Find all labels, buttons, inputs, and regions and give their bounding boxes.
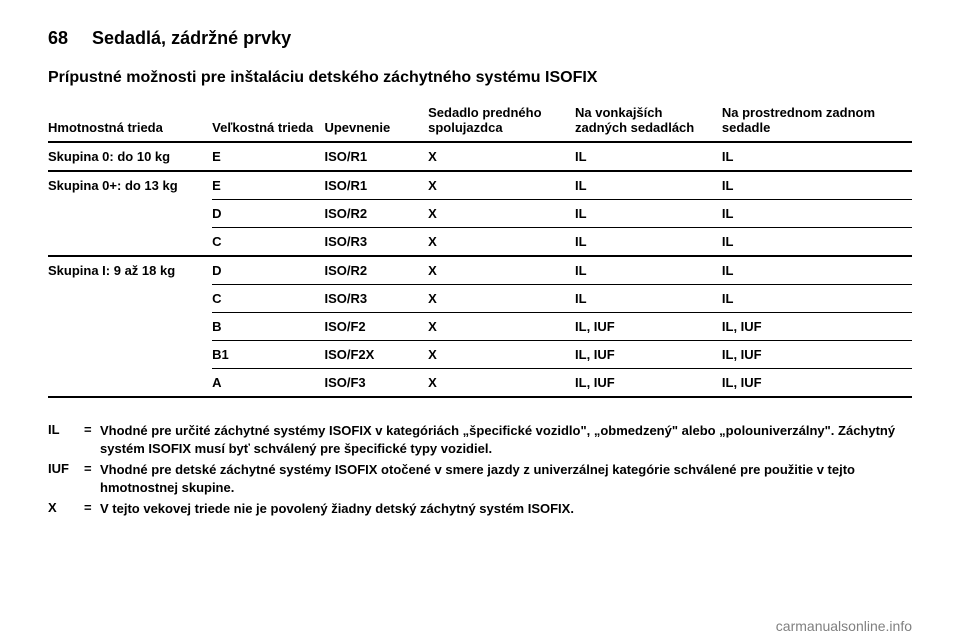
cell-weight: Skupina 0+: do 13 kg [48,171,212,256]
legend: IL=Vhodné pre určité záchytné systémy IS… [48,422,912,518]
col-header: Veľkostná trieda [212,99,324,142]
cell-fix: ISO/F2 [324,313,428,341]
cell-outer: IL, IUF [575,341,722,369]
cell-size: C [212,228,324,257]
legend-key: IL [48,422,84,457]
cell-weight: Skupina I: 9 až 18 kg [48,256,212,397]
col-header: Na prostrednom zadnom sedadle [722,99,912,142]
col-header: Na vonkajších zadných sedadlách [575,99,722,142]
cell-center: IL [722,142,912,171]
cell-fix: ISO/R3 [324,285,428,313]
cell-center: IL [722,228,912,257]
legend-row: IUF=Vhodné pre detské záchytné systémy I… [48,461,912,496]
cell-pass: X [428,256,575,285]
page-number: 68 [48,28,68,49]
table-row: Skupina I: 9 až 18 kgDISO/R2XILIL [48,256,912,285]
cell-outer: IL [575,285,722,313]
cell-center: IL [722,256,912,285]
table-row: Skupina 0: do 10 kgEISO/R1XILIL [48,142,912,171]
table-row: Skupina 0+: do 13 kgEISO/R1XILIL [48,171,912,200]
legend-text: Vhodné pre detské záchytné systémy ISOFI… [100,461,912,496]
cell-outer: IL [575,200,722,228]
cell-center: IL, IUF [722,313,912,341]
cell-outer: IL, IUF [575,369,722,398]
cell-pass: X [428,228,575,257]
legend-equals: = [84,500,100,518]
watermark: carmanualsonline.info [776,618,912,634]
cell-outer: IL [575,142,722,171]
col-header: Sedadlo predného spolujazdca [428,99,575,142]
legend-row: X=V tejto vekovej triede nie je povolený… [48,500,912,518]
section-title: Prípustné možnosti pre inštaláciu detské… [48,69,912,87]
cell-pass: X [428,142,575,171]
cell-outer: IL [575,171,722,200]
legend-equals: = [84,461,100,496]
cell-fix: ISO/F3 [324,369,428,398]
cell-pass: X [428,285,575,313]
cell-center: IL [722,200,912,228]
cell-center: IL, IUF [722,369,912,398]
cell-center: IL [722,285,912,313]
cell-size: D [212,256,324,285]
cell-fix: ISO/R2 [324,256,428,285]
cell-size: E [212,142,324,171]
cell-fix: ISO/R1 [324,142,428,171]
table-header-row: Hmotnostná trieda Veľkostná trieda Upevn… [48,99,912,142]
legend-row: IL=Vhodné pre určité záchytné systémy IS… [48,422,912,457]
legend-key: IUF [48,461,84,496]
legend-text: Vhodné pre určité záchytné systémy ISOFI… [100,422,912,457]
cell-size: D [212,200,324,228]
cell-size: A [212,369,324,398]
cell-size: E [212,171,324,200]
cell-outer: IL [575,228,722,257]
cell-pass: X [428,341,575,369]
cell-size: C [212,285,324,313]
cell-outer: IL, IUF [575,313,722,341]
chapter-title: Sedadlá, zádržné prvky [92,28,291,49]
cell-fix: ISO/R1 [324,171,428,200]
cell-size: B [212,313,324,341]
cell-pass: X [428,171,575,200]
cell-center: IL [722,171,912,200]
cell-fix: ISO/R3 [324,228,428,257]
cell-center: IL, IUF [722,341,912,369]
cell-pass: X [428,200,575,228]
legend-key: X [48,500,84,518]
cell-weight: Skupina 0: do 10 kg [48,142,212,171]
legend-equals: = [84,422,100,457]
cell-pass: X [428,313,575,341]
cell-fix: ISO/F2X [324,341,428,369]
cell-size: B1 [212,341,324,369]
isofix-table: Hmotnostná trieda Veľkostná trieda Upevn… [48,99,912,398]
cell-outer: IL [575,256,722,285]
col-header: Upevnenie [324,99,428,142]
col-header: Hmotnostná trieda [48,99,212,142]
cell-fix: ISO/R2 [324,200,428,228]
page-header: 68 Sedadlá, zádržné prvky [48,28,912,49]
cell-pass: X [428,369,575,398]
legend-text: V tejto vekovej triede nie je povolený ž… [100,500,912,518]
